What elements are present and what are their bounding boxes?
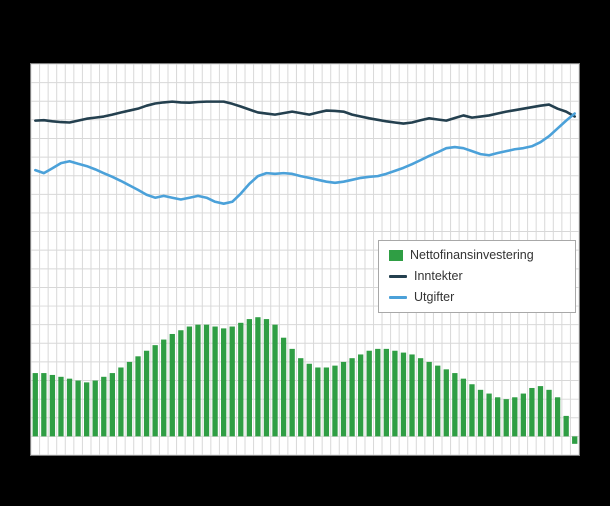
line-series-swatch-icon — [389, 275, 407, 278]
legend-item-utgifter[interactable]: Utgifter — [389, 290, 565, 305]
plot-area: Nettofinansinvestering Inntekter Utgifte… — [30, 63, 580, 456]
legend-item-nettofinansinvestering[interactable]: Nettofinansinvestering — [389, 248, 565, 263]
legend-item-inntekter[interactable]: Inntekter — [389, 269, 565, 284]
legend: Nettofinansinvestering Inntekter Utgifte… — [378, 240, 576, 313]
line-series-swatch-icon — [389, 296, 407, 299]
legend-label: Utgifter — [414, 290, 455, 304]
legend-label: Inntekter — [414, 269, 463, 283]
bar-series-swatch-icon — [389, 250, 403, 261]
legend-label: Nettofinansinvestering — [410, 248, 534, 262]
